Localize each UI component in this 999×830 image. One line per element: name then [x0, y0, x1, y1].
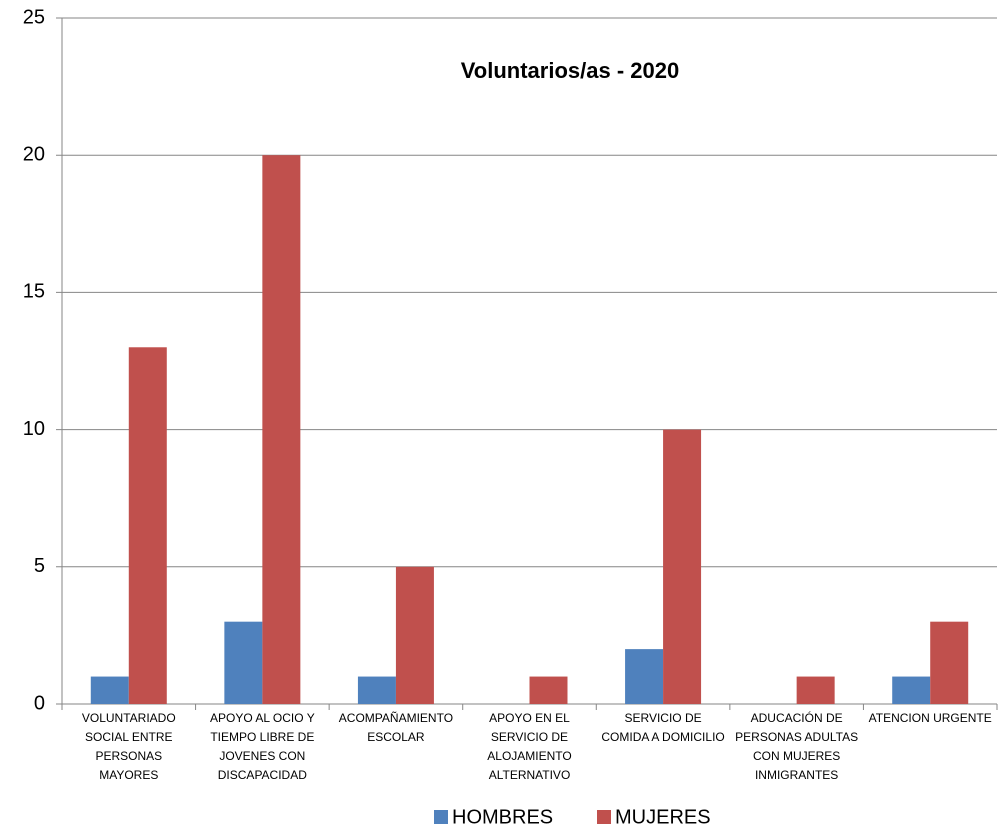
bar — [357, 676, 396, 704]
bar — [796, 676, 835, 704]
bar — [262, 155, 301, 704]
legend-label: HOMBRES — [452, 806, 553, 828]
y-tick-label: 25 — [23, 6, 45, 28]
x-tick-label: APOYO EN EL SERVICIO DE ALOJAMIENTO ALTE… — [487, 711, 572, 782]
x-tick-label: ATENCION URGENTE — [868, 711, 992, 725]
bar — [625, 649, 664, 704]
y-tick-label: 0 — [34, 692, 45, 714]
bar — [930, 621, 969, 704]
bar — [529, 676, 568, 704]
x-tick-label: ACOMPAÑAMIENTO ESCOLAR — [338, 711, 454, 744]
bar — [90, 676, 129, 704]
legend-label: MUJERES — [615, 806, 711, 828]
y-tick-label: 15 — [23, 281, 45, 303]
y-tick-label: 20 — [23, 143, 45, 165]
chart-title: Voluntarios/as - 2020 — [461, 58, 679, 83]
y-tick-label: 10 — [23, 418, 45, 440]
x-tick-label: SERVICIO DE COMIDA A DOMICILIO — [601, 711, 725, 744]
x-tick-label: VOLUNTARIADO SOCIAL ENTRE PERSONAS MAYOR… — [81, 711, 176, 782]
bar — [128, 347, 167, 704]
x-tick-label: ADUCACIÓN DE PERSONAS ADULTAS CON MUJERE… — [735, 711, 859, 782]
bar — [663, 429, 702, 704]
y-tick-label: 5 — [34, 555, 45, 577]
legend-swatch — [434, 810, 448, 824]
bar — [892, 676, 931, 704]
legend-swatch — [597, 810, 611, 824]
bar — [395, 566, 434, 704]
x-tick-label: APOYO AL OCIO Y TIEMPO LIBRE DE JOVENES … — [209, 711, 315, 782]
bar — [224, 621, 263, 704]
